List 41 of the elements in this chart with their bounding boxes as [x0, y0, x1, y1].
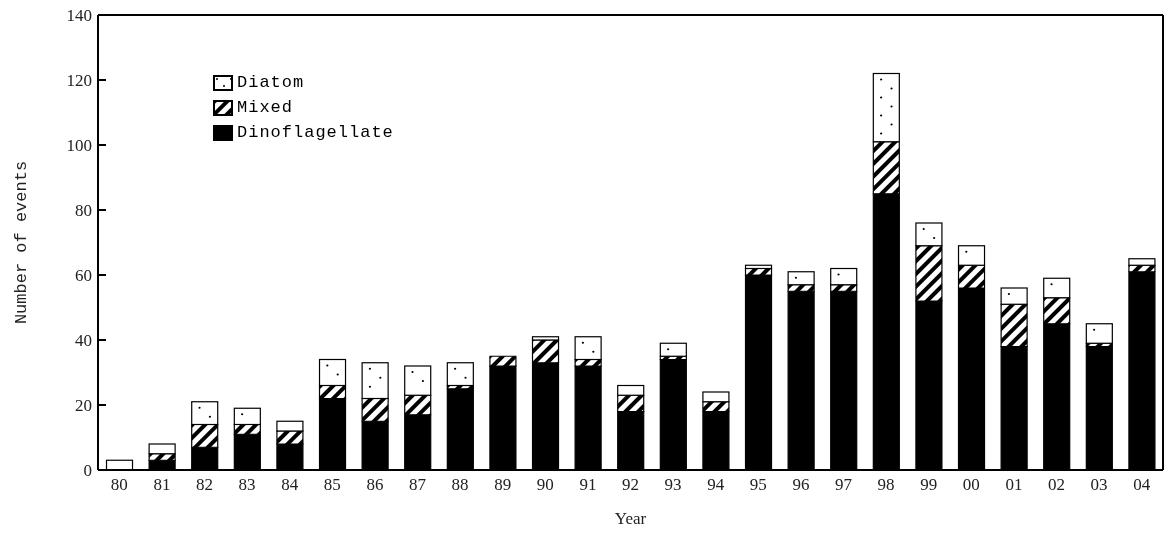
x-tick-label: 87 [409, 475, 427, 495]
legend-label: Diatom [237, 73, 305, 92]
x-tick-label: 81 [153, 475, 171, 495]
legend-label: Mixed [237, 98, 294, 117]
x-tick-label: 88 [451, 475, 469, 495]
x-tick-label: 95 [749, 475, 767, 495]
x-tick-label: 94 [707, 475, 725, 495]
x-tick-label: 89 [494, 475, 512, 495]
x-tick-label: 04 [1133, 475, 1151, 495]
x-tick-label: 90 [536, 475, 554, 495]
x-tick-label: 82 [196, 475, 213, 495]
x-tick-label: 91 [579, 475, 597, 495]
x-tick-label: 01 [1005, 475, 1023, 495]
y-tick-label: 140 [66, 6, 92, 26]
x-tick-label: 92 [622, 475, 639, 495]
x-tick-label: 02 [1048, 475, 1065, 495]
bar [659, 342, 687, 357]
y-tick-label: 20 [75, 396, 92, 416]
y-tick-label: 100 [66, 136, 92, 156]
x-tick-label: 93 [664, 475, 682, 495]
x-tick-label: 96 [792, 475, 810, 495]
x-tick-label: 85 [323, 475, 341, 495]
x-tick-label: 86 [366, 475, 384, 495]
y-axis-title: Number of events [12, 160, 32, 325]
x-tick-label: 00 [962, 475, 980, 495]
bar [446, 362, 474, 387]
y-tick-label: 120 [66, 71, 92, 91]
x-tick-label: 97 [835, 475, 853, 495]
x-tick-label: 98 [877, 475, 895, 495]
y-tick-label: 40 [75, 331, 92, 351]
x-tick-label: 84 [281, 475, 299, 495]
y-tick-label: 0 [83, 461, 92, 481]
x-tick-label: 83 [238, 475, 256, 495]
y-tick-label: 60 [75, 266, 92, 286]
x-tick-label: 99 [920, 475, 938, 495]
bar [1085, 323, 1113, 344]
legend-label: Dinoflagellate [237, 123, 394, 142]
x-axis-title: Year [614, 509, 647, 528]
y-tick-label: 80 [75, 201, 92, 221]
x-tick-label: 03 [1090, 475, 1108, 495]
x-tick-label: 80 [110, 475, 128, 495]
